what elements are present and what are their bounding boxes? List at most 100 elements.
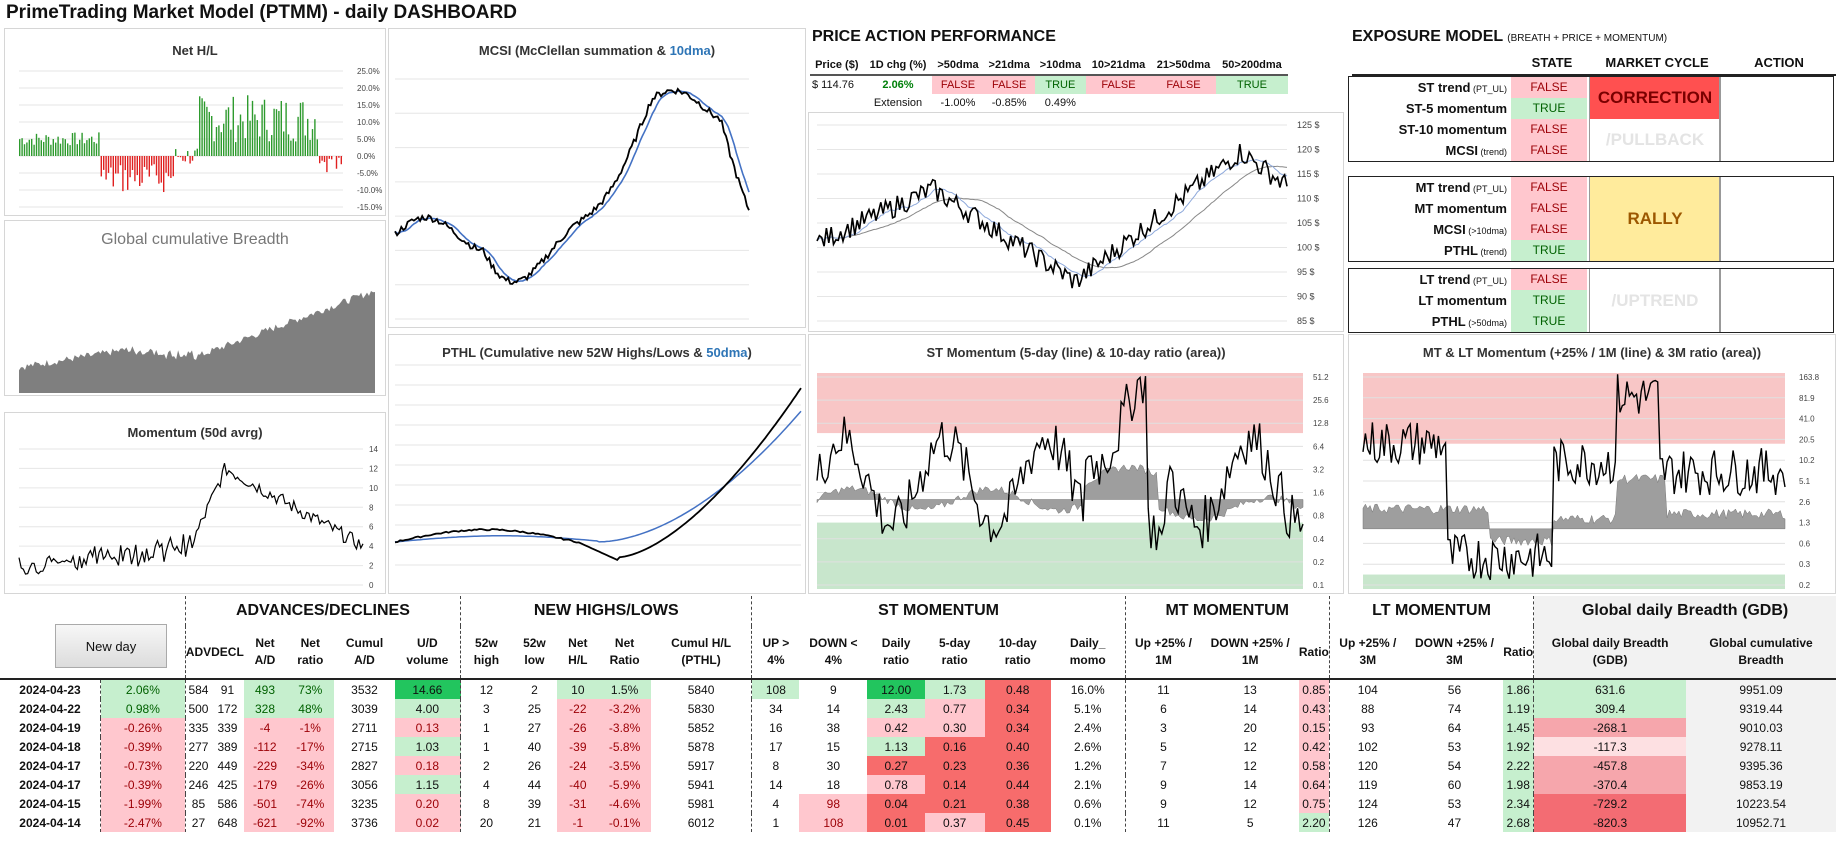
y-tick: 20.0%	[357, 84, 380, 93]
column-header: Daily ratio	[867, 626, 925, 680]
table-cell: -0.1%	[598, 813, 651, 832]
table-cell: 3056	[351, 777, 378, 792]
y-tick: 2	[369, 562, 374, 571]
exposure-state: FALSE	[1511, 177, 1587, 198]
net-hl-bar	[244, 138, 246, 156]
net-hl-bar	[131, 156, 134, 171]
table-cell: -1	[557, 813, 599, 832]
net-hl-bar	[297, 116, 299, 156]
table-cell: 9010.03	[1686, 718, 1836, 737]
net-hl-bar	[292, 138, 294, 156]
column-header: Ratio	[1298, 626, 1330, 680]
net-hl-bar	[283, 131, 285, 156]
y-tick: -5.0%	[357, 169, 378, 178]
market-cycle-col: MARKET CYCLE	[1605, 55, 1709, 70]
net-hl-bar	[110, 156, 112, 168]
mcsi-title: MCSI (McClellan summation & 10dma)	[478, 43, 716, 58]
extension-value: -0.85%	[991, 97, 1027, 109]
table-cell: 0.02	[394, 813, 461, 832]
market-cycle-cycle_rally: RALLY	[1589, 177, 1721, 261]
table-cell: -40	[557, 775, 599, 794]
table-cell: 3532	[351, 682, 378, 697]
group-header: LT MOMENTUM	[1328, 596, 1534, 626]
table-cell: 64	[1447, 720, 1462, 735]
y-tick: 10.0%	[357, 118, 380, 127]
column-header: Global daily Breadth (GDB)	[1533, 626, 1687, 680]
y-tick: 81.9	[1799, 394, 1815, 403]
table-cell: 0.42	[867, 718, 925, 737]
table-cell: 309.4	[1533, 699, 1687, 718]
breadth-table: ADVANCES/DECLINES NEW HIGHS/LOWS ST MOMENT…	[0, 596, 1836, 832]
group-header: MT MOMENTUM	[1124, 596, 1330, 626]
net-hl-bar	[290, 140, 292, 156]
table-cell: -370.4	[1533, 775, 1687, 794]
table-cell: 40	[527, 739, 542, 754]
table-cell: 73%	[286, 679, 335, 699]
net-hl-panel: Net H/L 25.0% 20.0% 15.0% 10.0% 5.0% 0.0% -5.0…	[4, 28, 386, 216]
table-cell: 1.03	[394, 737, 461, 756]
table-cell: 11	[1124, 813, 1202, 832]
net-hl-bar	[43, 141, 45, 156]
y-tick: 12.8	[1313, 419, 1329, 428]
y-tick: 0.4	[1313, 535, 1325, 544]
y-tick: 3.2	[1313, 465, 1325, 474]
net-hl-bar	[237, 125, 239, 156]
extension-value: 0.49%	[1044, 97, 1076, 109]
net-hl-bar	[182, 156, 184, 161]
y-tick: 4	[369, 542, 374, 551]
y-tick: 0	[369, 581, 374, 590]
table-cell: 339	[217, 720, 238, 735]
exposure-row-label: PTHL (trend)	[1444, 243, 1507, 258]
net-hl-bar	[213, 141, 215, 156]
column-header: U/D volume	[394, 626, 461, 680]
net-hl-bar	[287, 134, 290, 156]
y-tick: 5.1	[1799, 477, 1811, 486]
price-chart: 125 $ 120 $ 115 $ 110 $ 105 $ 100 $ 95 $ 90 $ 85…	[816, 120, 1320, 326]
table-cell: 0.48	[984, 679, 1051, 699]
net-hl-bar	[119, 156, 122, 166]
net-hl-bar	[151, 156, 153, 166]
mt-lt-momentum-panel: MT & LT Momentum (+25% / 1M (line) & 3M …	[1348, 334, 1836, 594]
net-hl-bar	[266, 129, 268, 156]
column-header: 52w high	[460, 626, 512, 680]
row-date: 2024-04-14	[19, 815, 81, 830]
row-date: 2024-04-23	[19, 682, 81, 697]
net-hl-bar	[175, 149, 177, 156]
net-hl-bar	[194, 150, 196, 156]
net-hl-bar	[47, 136, 50, 156]
table-cell: 335	[184, 718, 212, 737]
table-cell: 0.77	[924, 699, 985, 718]
table-cell: -24	[557, 756, 599, 775]
net-hl-bar	[167, 156, 170, 177]
table-cell: -4.6%	[598, 794, 651, 813]
mcsi-10dma-line	[394, 90, 750, 283]
column-header: DOWN +25% / 3M	[1405, 626, 1504, 680]
table-cell: 172	[217, 701, 238, 716]
table-row: 2024-04-19 -0.26% 335 339 -4 -1% 2711 0.13 1 27 -2…	[0, 718, 1836, 737]
net-hl-chart: 25.0% 20.0% 15.0% 10.0% 5.0% 0.0% -5.0% -10.0% -…	[19, 67, 382, 212]
table-cell: 98	[799, 794, 868, 813]
table-cell: 246	[184, 775, 212, 794]
table-cell: 27	[184, 813, 212, 832]
net-hl-bar	[263, 99, 266, 156]
table-cell: 16.0%	[1070, 682, 1105, 697]
action-cell[interactable]	[1719, 269, 1833, 332]
row-date: 2024-04-17	[19, 777, 81, 792]
table-cell: 2.4%	[1074, 720, 1102, 735]
net-hl-bar	[268, 141, 270, 156]
group-header: ST MOMENTUM	[751, 596, 1126, 626]
table-cell: 119	[1328, 775, 1406, 794]
table-cell: 586	[217, 796, 238, 811]
action-cell[interactable]	[1719, 177, 1833, 261]
pthl-chart	[394, 364, 802, 566]
net-hl-bar	[59, 143, 62, 156]
exposure-row-label: ST trend (PT_UL)	[1417, 80, 1507, 95]
net-hl-bar	[21, 138, 23, 156]
net-hl-bar	[340, 156, 342, 165]
table-cell: 38	[826, 720, 841, 735]
net-hl-bar	[314, 119, 316, 156]
action-cell[interactable]	[1719, 77, 1833, 161]
net-hl-bar	[143, 156, 146, 167]
table-cell: -74%	[286, 794, 335, 813]
momentum-chart: 14 12 10 8 6 4 2 0	[18, 445, 378, 590]
